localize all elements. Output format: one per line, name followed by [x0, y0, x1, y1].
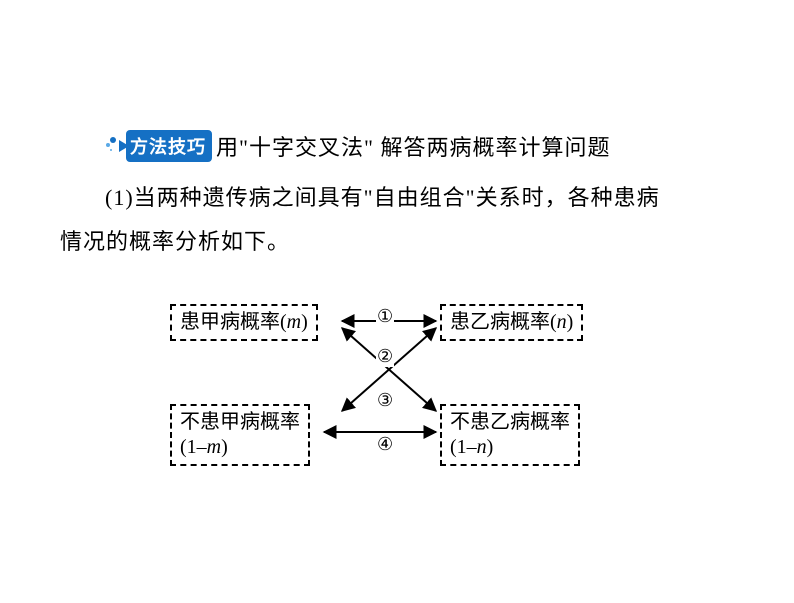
- diagram-arrows: [170, 304, 640, 474]
- badge-dots: [105, 132, 121, 160]
- para-line-2: 情况的概率分析如下。: [60, 220, 730, 264]
- method-badge: 方法技巧: [105, 132, 212, 160]
- para-line-1: (1)当两种遗传病之间具有"自由组合"关系时，各种患病: [105, 185, 660, 210]
- badge-label: 方法技巧: [126, 130, 212, 162]
- cross-diagram: 患甲病概率(m) 患乙病概率(n) 不患甲病概率 (1–m) 不患乙病概率 (1…: [170, 304, 640, 474]
- circle-label-4: ④: [376, 434, 394, 455]
- circle-label-2: ②: [376, 346, 394, 367]
- circle-label-1: ①: [376, 306, 394, 327]
- title-text: 用"十字交叉法" 解答两病概率计算问题: [216, 130, 610, 162]
- circle-label-3: ③: [376, 390, 394, 411]
